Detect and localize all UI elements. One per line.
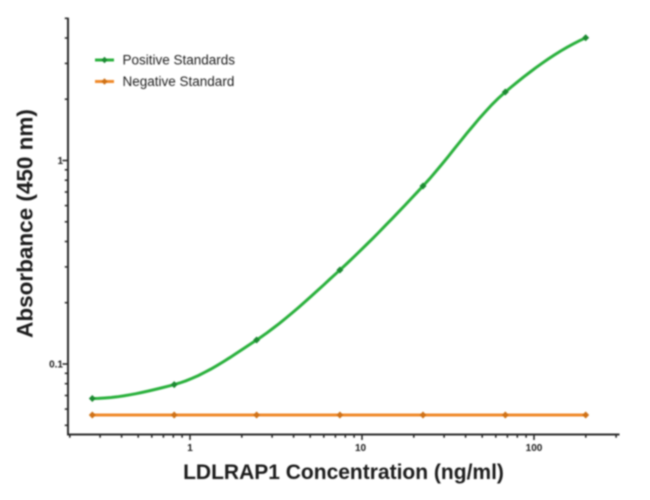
svg-text:0.1: 0.1: [49, 360, 63, 371]
svg-text:10: 10: [355, 443, 367, 454]
svg-text:1: 1: [57, 156, 63, 167]
svg-text:1: 1: [187, 443, 193, 454]
svg-text:100: 100: [526, 443, 543, 454]
svg-text:LDLRAP1 Concentration (ng/ml): LDLRAP1 Concentration (ng/ml): [183, 461, 504, 484]
svg-text:Negative Standard: Negative Standard: [123, 74, 235, 89]
svg-text:Absorbance (450 nm): Absorbance (450 nm): [13, 109, 38, 338]
svg-text:Positive Standards: Positive Standards: [123, 53, 236, 68]
